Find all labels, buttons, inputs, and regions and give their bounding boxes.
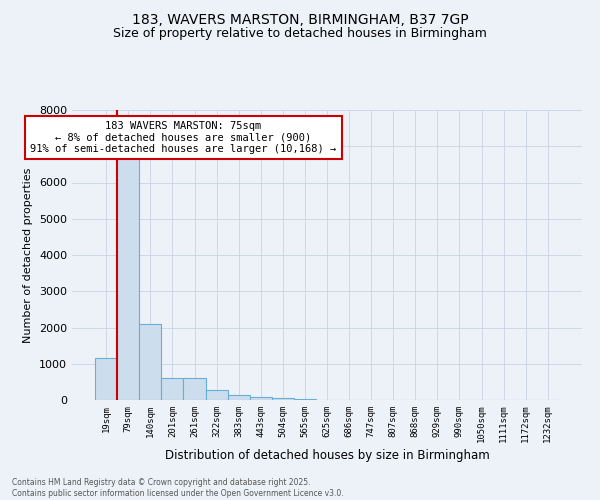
X-axis label: Distribution of detached houses by size in Birmingham: Distribution of detached houses by size … — [164, 450, 490, 462]
Bar — [95, 358, 117, 400]
Bar — [161, 378, 184, 400]
Bar — [227, 394, 250, 400]
Text: Size of property relative to detached houses in Birmingham: Size of property relative to detached ho… — [113, 28, 487, 40]
Bar — [206, 390, 227, 400]
Bar — [184, 378, 206, 400]
Y-axis label: Number of detached properties: Number of detached properties — [23, 168, 34, 342]
Bar — [117, 156, 139, 400]
Bar — [250, 397, 272, 400]
Text: 183 WAVERS MARSTON: 75sqm
← 8% of detached houses are smaller (900)
91% of semi-: 183 WAVERS MARSTON: 75sqm ← 8% of detach… — [31, 121, 337, 154]
Text: 183, WAVERS MARSTON, BIRMINGHAM, B37 7GP: 183, WAVERS MARSTON, BIRMINGHAM, B37 7GP — [131, 12, 469, 26]
Bar — [139, 324, 161, 400]
Bar — [272, 398, 294, 400]
Text: Contains HM Land Registry data © Crown copyright and database right 2025.
Contai: Contains HM Land Registry data © Crown c… — [12, 478, 344, 498]
